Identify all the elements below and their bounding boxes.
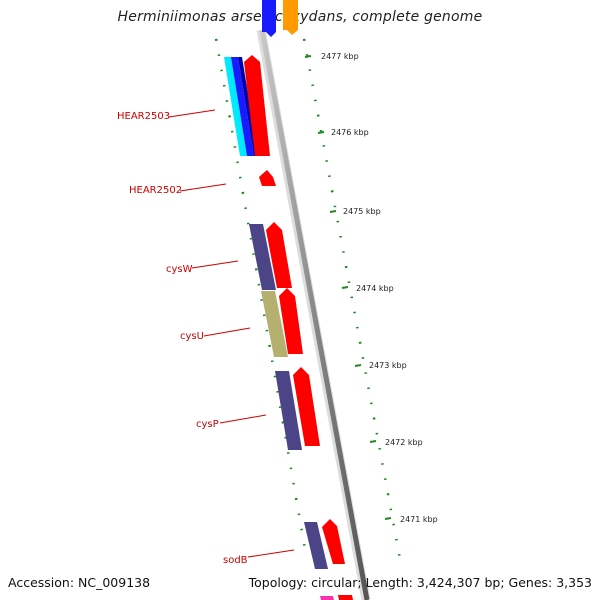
genome-backbone: [256, 29, 371, 600]
kbp-label: 2471 kbp: [400, 515, 438, 524]
orange-gene-top[interactable]: [283, 0, 298, 35]
cysW-arrow[interactable]: [266, 222, 292, 288]
leader-line: [203, 327, 251, 337]
gene-label-sodB[interactable]: sodB: [223, 555, 248, 566]
kbp-label: 2473 kbp: [369, 361, 407, 370]
cysP-cog-block[interactable]: [275, 371, 302, 450]
kbp-scale: 2477 kbp 2476 kbp 2475 kbp 2474 kbp 2473…: [304, 52, 438, 524]
blue-gene-top[interactable]: [262, 0, 276, 37]
kbp-label: 2472 kbp: [385, 438, 423, 447]
blue-cog-block[interactable]: [231, 57, 254, 156]
cysP-arrow[interactable]: [293, 367, 320, 446]
topology-text: Topology: circular; Length: 3,424,307 bp…: [248, 575, 592, 590]
leader-line: [219, 414, 267, 424]
kbp-label: 2474 kbp: [356, 284, 394, 293]
cysW-cog-block[interactable]: [249, 224, 276, 290]
kbp-tick: [369, 440, 377, 443]
leader-line: [191, 260, 239, 269]
gene-label-cysW[interactable]: cysW: [166, 264, 193, 275]
leader-line: [168, 109, 216, 118]
leader-line: [247, 549, 295, 558]
gene-labels: HEAR2503 HEAR2502 cysW cysU cysP sodB: [117, 109, 295, 566]
red-gene-bottom[interactable]: [338, 595, 353, 600]
HEAR2503-arrow[interactable]: [244, 55, 270, 156]
gene-label-cysP[interactable]: cysP: [196, 419, 219, 430]
cysU-cog-block[interactable]: [261, 291, 288, 357]
sodB-arrow[interactable]: [322, 519, 345, 564]
cyan-cog-block[interactable]: [224, 57, 247, 156]
kbp-tick: [384, 517, 392, 520]
leader-line: [179, 183, 227, 192]
kbp-tick: [354, 364, 362, 367]
kbp-label: 2475 kbp: [343, 207, 381, 216]
map-title: Herminiimonas arsenicoxydans, complete g…: [117, 9, 483, 25]
kbp-tick: [329, 210, 337, 213]
gene-features: [224, 0, 353, 600]
sodB-cog-block[interactable]: [304, 522, 328, 569]
cysU-arrow[interactable]: [279, 288, 303, 354]
HEAR2502-arrow[interactable]: [259, 170, 276, 186]
kbp-label: 2477 kbp: [321, 52, 359, 61]
gene-label-HEAR2503[interactable]: HEAR2503: [117, 111, 170, 122]
kbp-tick: [317, 131, 325, 134]
outer-tick-row: [302, 38, 401, 556]
pink-gene-bottom[interactable]: [320, 596, 334, 600]
kbp-label: 2476 kbp: [331, 128, 369, 137]
accession-text: Accession: NC_009138: [8, 575, 151, 590]
kbp-tick: [304, 55, 312, 58]
gene-label-HEAR2502[interactable]: HEAR2502: [129, 185, 182, 196]
inner-tick-row: [214, 38, 306, 546]
kbp-tick: [341, 286, 349, 289]
gene-label-cysU[interactable]: cysU: [180, 331, 204, 342]
